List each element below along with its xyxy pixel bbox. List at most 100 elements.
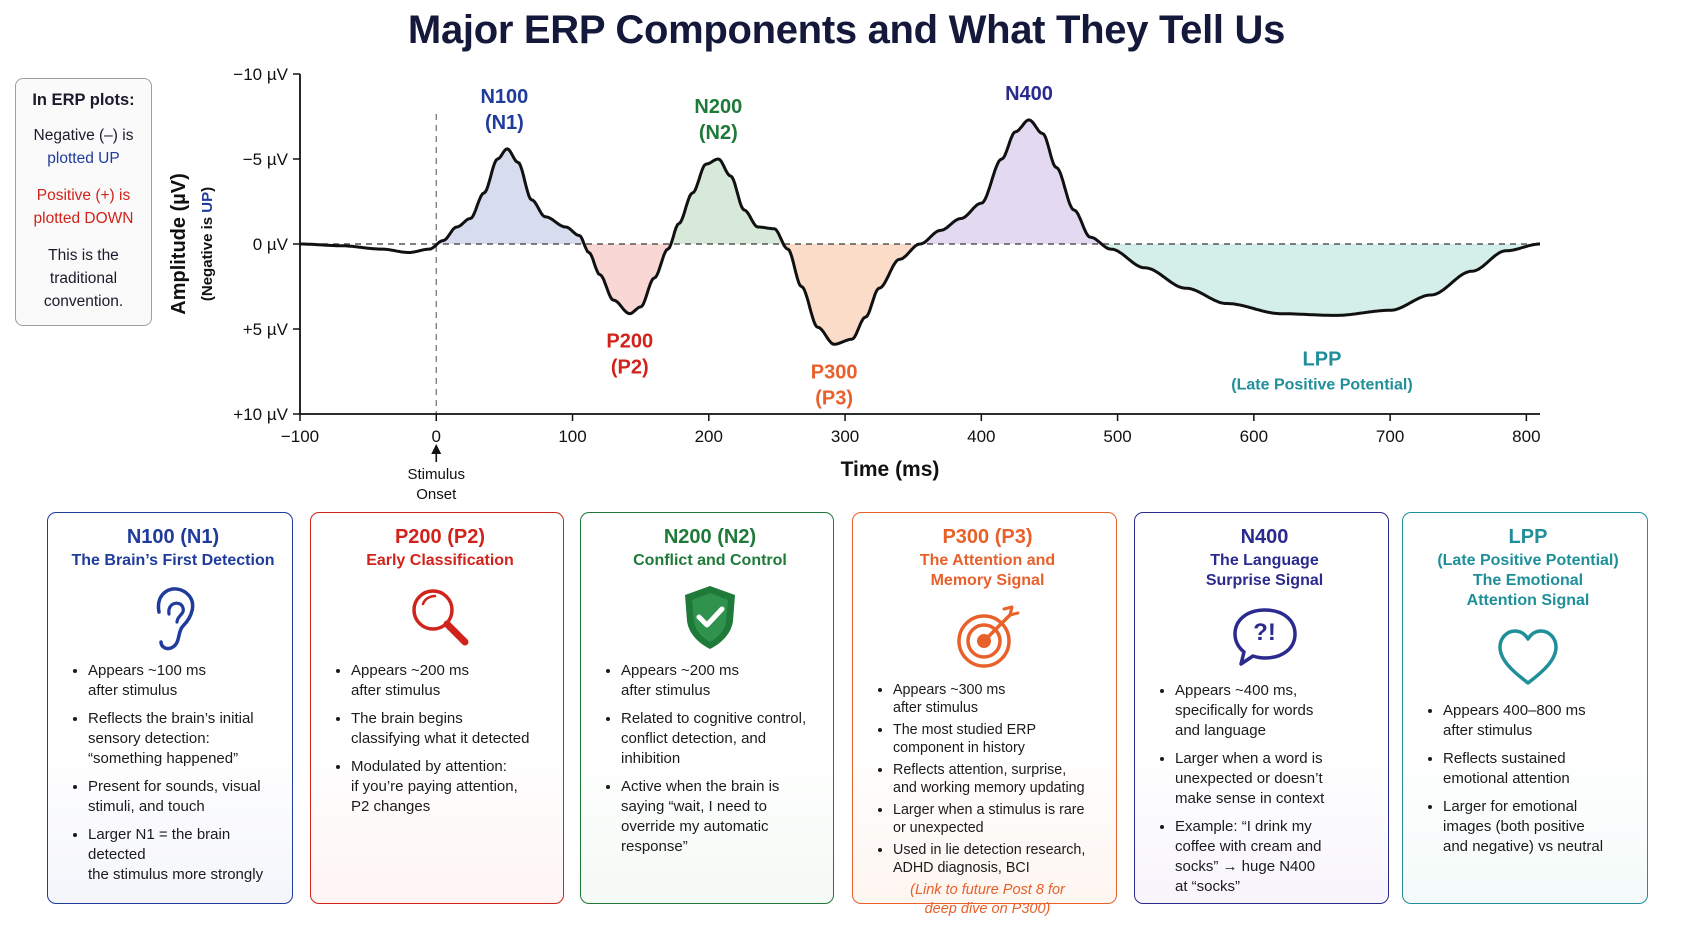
card-bullet: Appears ~200 ms after stimulus — [621, 661, 819, 701]
component-cards: N100 (N1) The Brain’s First Detection Appe… — [47, 512, 1648, 917]
convention-box: In ERP plots: Negative (–) is plotted UP… — [15, 78, 152, 326]
note-line-3: convention. — [43, 293, 124, 310]
card-subtitle: The Attention and Memory Signal — [919, 552, 1056, 589]
x-tick-label: 700 — [1376, 427, 1404, 446]
x-tick-label: −100 — [281, 427, 319, 446]
card-subtitle: (Late Positive Potential) The Emotional … — [1437, 552, 1619, 609]
card-p300: P300 (P3) The Attention and Memory Signal… — [852, 512, 1117, 917]
negative-line-1: Negative (–) is — [33, 127, 134, 144]
card-subtitle: The Language Surprise Signal — [1205, 552, 1324, 589]
card-note: (Link to future Post 8 for deep dive on … — [910, 882, 1065, 917]
component-sublabel-n100: (N1) — [485, 112, 524, 134]
component-label-n200: N200 — [694, 96, 742, 118]
card-bullet: Appears ~300 ms after stimulus — [893, 681, 1102, 717]
axes: −10 µV −5 µV 0 µV +5 µV +10 µV −100 0 100 200 300… — [168, 65, 1541, 503]
x-tick-label: 100 — [558, 427, 586, 446]
negative-line-2: plotted UP — [47, 150, 120, 167]
erp-waveform — [299, 118, 1541, 346]
card-bullets: Appears ~200 ms after stimulus Related to… — [601, 661, 819, 857]
card-subtitle: Early Classification — [366, 552, 514, 569]
speech-bubble-icon: ?! — [1155, 597, 1374, 677]
chart-labels: N100 (N1) P200 (P2) N200 (N2) P300 (P3) N400 LPP (… — [480, 83, 1412, 409]
card-bullet: Reflects attention, surprise, and workin… — [893, 761, 1102, 797]
y-tick-label: −10 µV — [233, 65, 288, 84]
card-bullet: Modulated by attention: if you’re paying… — [351, 757, 549, 817]
card-bullet: Appears ~400 ms, specifically for words … — [1175, 681, 1374, 741]
card-bullet: The brain begins classifying what it det… — [351, 709, 549, 749]
card-n400: N400 The Language Surprise Signal?! Appear… — [1134, 512, 1389, 904]
component-label-p300: P300 — [811, 361, 858, 383]
component-sublabel-n200: (N2) — [699, 122, 738, 144]
card-bullet: Larger when a stimulus is rare or unexpe… — [893, 801, 1102, 837]
card-title: LPP — [1508, 526, 1548, 548]
component-label-n400: N400 — [1005, 83, 1053, 105]
card-title: N100 (N1) — [126, 526, 220, 548]
component-label-lpp: LPP — [1303, 348, 1342, 370]
note-line-1: This is the — [48, 247, 119, 264]
positive-line-1: Positive (+) is — [36, 187, 131, 204]
fill-p300 — [783, 244, 919, 345]
y-subtitle-highlight: UP — [199, 192, 216, 213]
card-bullet: Larger when a word is unexpected or does… — [1175, 749, 1374, 809]
card-bullet: The most studied ERP component in histor… — [893, 721, 1102, 757]
x-tick-label: 400 — [967, 427, 995, 446]
card-title: P200 (P2) — [394, 526, 486, 548]
y-tick-label: −5 µV — [243, 150, 289, 169]
x-tick-label: 0 — [432, 427, 441, 446]
y-subtitle-suffix: ) — [199, 187, 216, 192]
card-bullet: Reflects the brain’s initial sensory det… — [88, 709, 278, 769]
stimulus-label-line-1: Stimulus — [407, 466, 465, 483]
card-title: P300 (P3) — [942, 526, 1033, 548]
shield-check-icon — [601, 577, 819, 657]
card-bullet: Example: “I drink my coffee with cream a… — [1175, 817, 1374, 897]
y-axis-title: Amplitude (µV) — [168, 173, 190, 315]
card-bullet: Active when the brain is saying “wait, I… — [621, 777, 819, 857]
card-bullet: Related to cognitive control, conflict d… — [621, 709, 819, 769]
card-bullets: Appears ~400 ms, specifically for words … — [1155, 681, 1374, 897]
target-icon — [873, 597, 1102, 677]
card-n200: N200 (N2) Conflict and Control Appears ~20… — [580, 512, 834, 904]
y-subtitle-prefix: (Negative is — [199, 213, 216, 301]
ear-icon — [68, 577, 278, 657]
positive-line-2: plotted DOWN — [33, 210, 134, 227]
card-n100: N100 (N1) The Brain’s First Detection Appe… — [47, 512, 293, 904]
magnifier-icon — [331, 577, 549, 657]
card-bullet: Appears ~100 ms after stimulus — [88, 661, 278, 701]
erp-chart: −10 µV −5 µV 0 µV +5 µV +10 µV −100 0 100 200 300… — [168, 65, 1541, 503]
card-bullet: Present for sounds, visual stimuli, and … — [88, 777, 278, 817]
card-bullet: Reflects sustained emotional attention — [1443, 749, 1633, 789]
page-title: Major ERP Components and What They Tell … — [407, 8, 1286, 52]
x-tick-label: 300 — [831, 427, 859, 446]
card-bullets: Appears 400–800 ms after stimulus Reflect… — [1423, 701, 1633, 857]
card-bullet: Appears ~200 ms after stimulus — [351, 661, 549, 701]
card-subtitle: The Brain’s First Detection — [71, 552, 275, 569]
component-sublabel-p200: (P2) — [611, 357, 649, 379]
card-lpp: LPP (Late Positive Potential) The Emotion… — [1402, 512, 1648, 904]
convention-heading: In ERP plots: — [32, 91, 135, 109]
card-bullets: Appears ~100 ms after stimulus Reflects t… — [68, 661, 278, 885]
component-label-p200: P200 — [606, 331, 653, 353]
component-sublabel-p300: (P3) — [815, 387, 853, 409]
card-bullet: Appears 400–800 ms after stimulus — [1443, 701, 1633, 741]
card-p200: P200 (P2) Early Classification Appears ~20… — [310, 512, 564, 904]
card-title: N400 — [1240, 526, 1289, 548]
card-bullet: Larger N1 = the brain detected the stimu… — [88, 825, 278, 885]
card-bullet: Larger for emotional images (both positi… — [1443, 797, 1633, 857]
heart-icon — [1423, 617, 1633, 697]
x-tick-label: 500 — [1103, 427, 1131, 446]
x-tick-label: 200 — [695, 427, 723, 446]
card-bullets: Appears ~200 ms after stimulus The brain … — [331, 661, 549, 817]
note-line-2: traditional — [49, 270, 118, 287]
y-tick-label: 0 µV — [253, 235, 289, 254]
component-label-n100: N100 — [480, 86, 528, 108]
onset-arrow-icon — [431, 444, 442, 454]
y-axis-subtitle: (Negative is UP) — [199, 187, 216, 301]
x-tick-label: 600 — [1240, 427, 1268, 446]
card-bullet: Used in lie detection research, ADHD dia… — [893, 841, 1102, 877]
y-tick-label: +5 µV — [243, 320, 289, 339]
fill-n400 — [921, 119, 1102, 244]
card-title: N200 (N2) — [663, 526, 757, 548]
card-subtitle: Conflict and Control — [633, 552, 787, 569]
x-axis-title: Time (ms) — [841, 458, 940, 481]
y-tick-label: +10 µV — [233, 405, 288, 424]
